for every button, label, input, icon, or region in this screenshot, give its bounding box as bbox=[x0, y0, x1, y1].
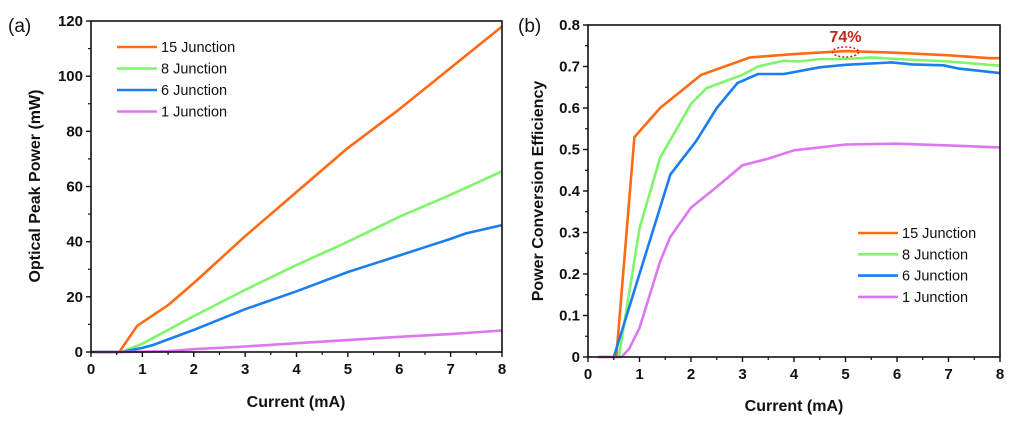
x-tick-label-a-5: 5 bbox=[344, 361, 352, 378]
y-tick-label-b-3: 0.3 bbox=[559, 225, 580, 242]
x-tick-label-b-5: 5 bbox=[841, 366, 849, 383]
x-tick-label-b-7: 7 bbox=[944, 366, 952, 383]
annotation-ellipse bbox=[831, 46, 860, 58]
x-tick-label-b-2: 2 bbox=[687, 366, 695, 383]
x-tick-label-a-3: 3 bbox=[241, 361, 249, 378]
chart-b-power-conversion-efficiency: (b) Current (mA) Power Conversion Effici… bbox=[518, 16, 1004, 415]
series-line-a-2 bbox=[91, 223, 503, 354]
x-tick-label-b-6: 6 bbox=[893, 366, 901, 383]
y-tick-label-a-0: 0 bbox=[75, 344, 83, 361]
plot-frame-a bbox=[90, 20, 503, 353]
x-axis-label-b: Current (mA) bbox=[745, 398, 844, 415]
x-tick-label-b-0: 0 bbox=[584, 366, 592, 383]
legend-label-a-0: 15 Junction bbox=[161, 40, 235, 56]
series-line-b-0 bbox=[598, 49, 1000, 359]
y-tick-label-a-2: 40 bbox=[66, 234, 83, 251]
x-tick-label-a-0: 0 bbox=[87, 361, 95, 378]
chart-a-optical-power: (a) Current (mA) Optical Peak Power (mW)… bbox=[8, 13, 506, 411]
x-tick-label-a-6: 6 bbox=[395, 361, 403, 378]
series-line-a-3 bbox=[91, 329, 503, 354]
y-axis-label-b: Power Conversion Efficiency bbox=[530, 81, 547, 302]
x-axis-label-a: Current (mA) bbox=[247, 394, 346, 411]
series-line-b-1 bbox=[617, 56, 1001, 358]
x-tick-label-b-3: 3 bbox=[738, 366, 746, 383]
series-line-b-3 bbox=[598, 142, 1001, 359]
series-line-a-1 bbox=[91, 170, 503, 354]
x-tick-label-a-8: 8 bbox=[498, 361, 506, 378]
legend-label-a-2: 6 Junction bbox=[161, 83, 227, 99]
x-tick-label-a-4: 4 bbox=[292, 361, 301, 378]
y-tick-label-a-5: 100 bbox=[58, 68, 83, 85]
series-line-a-0 bbox=[91, 25, 503, 354]
x-tick-label-a-2: 2 bbox=[190, 361, 198, 378]
y-tick-label-b-8: 0.8 bbox=[559, 17, 580, 34]
panel-label-a: (a) bbox=[8, 16, 31, 37]
x-tick-label-a-7: 7 bbox=[446, 361, 454, 378]
y-axis-label-a: Optical Peak Power (mW) bbox=[27, 90, 44, 283]
y-tick-label-a-4: 80 bbox=[66, 123, 83, 140]
annotation-74-percent: 74% bbox=[829, 29, 861, 46]
y-tick-label-b-4: 0.4 bbox=[559, 183, 581, 200]
legend-label-b-1: 8 Junction bbox=[902, 247, 968, 263]
legend-label-a-3: 1 Junction bbox=[161, 105, 227, 121]
legend-label-b-2: 6 Junction bbox=[902, 269, 968, 285]
legend-label-b-3: 1 Junction bbox=[902, 290, 968, 306]
y-tick-label-a-3: 60 bbox=[66, 179, 83, 196]
y-tick-label-b-0: 0 bbox=[572, 349, 580, 366]
y-tick-label-b-6: 0.6 bbox=[559, 100, 580, 117]
y-tick-label-b-2: 0.2 bbox=[559, 266, 580, 283]
x-tick-label-a-1: 1 bbox=[138, 361, 146, 378]
series-line-b-2 bbox=[612, 61, 1001, 358]
x-tick-label-b-1: 1 bbox=[635, 366, 643, 383]
y-tick-label-b-1: 0.1 bbox=[559, 308, 580, 325]
y-tick-label-b-7: 0.7 bbox=[559, 59, 580, 76]
x-tick-label-b-8: 8 bbox=[996, 366, 1004, 383]
legend-label-b-0: 15 Junction bbox=[902, 226, 976, 242]
y-tick-label-a-1: 20 bbox=[66, 289, 83, 306]
panel-label-b: (b) bbox=[518, 16, 541, 37]
x-tick-label-b-4: 4 bbox=[790, 366, 799, 383]
legend-label-a-1: 8 Junction bbox=[161, 62, 227, 78]
y-tick-label-b-5: 0.5 bbox=[559, 142, 580, 159]
y-tick-label-a-6: 120 bbox=[58, 13, 83, 30]
